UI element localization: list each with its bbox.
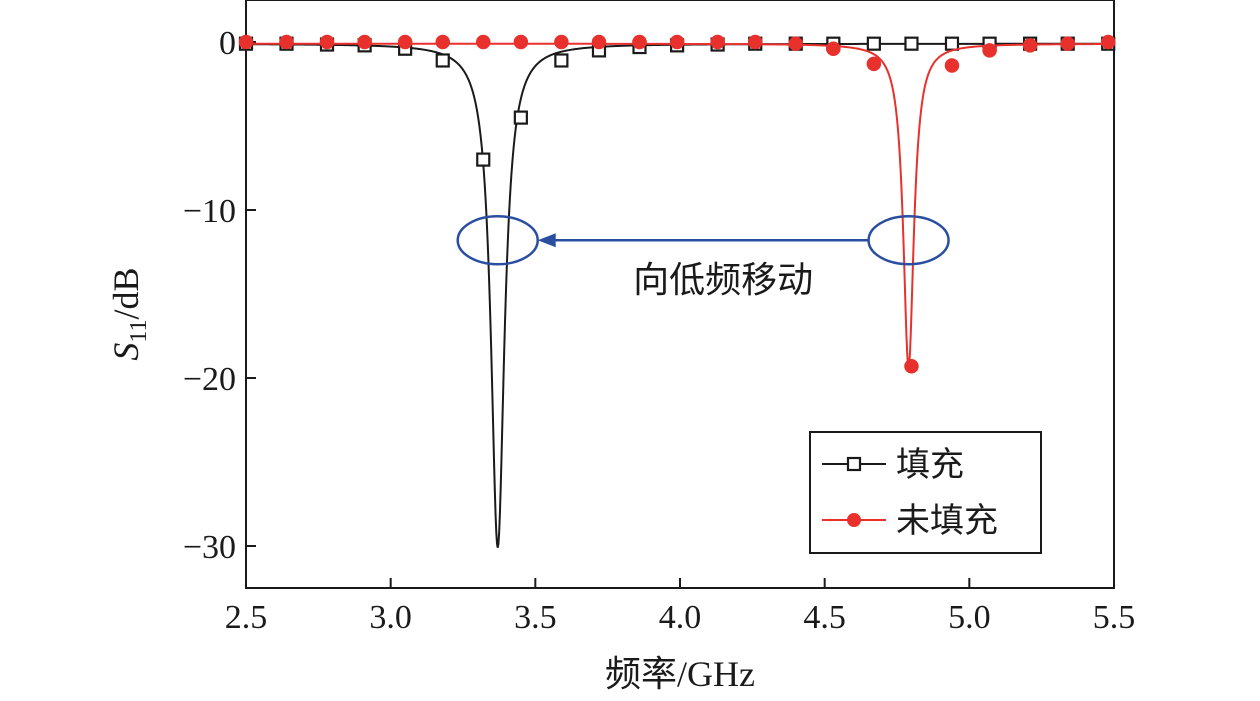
series-0-point-7 [513, 110, 528, 125]
legend-label-0: 填充 [896, 445, 964, 485]
x-tick-label-5: 5.0 [948, 599, 991, 636]
series-1-point-1 [279, 34, 294, 50]
x-axis-title: 频率/GHz [605, 654, 755, 694]
series-1-point-11 [669, 34, 685, 50]
series-1-point-19 [982, 43, 997, 58]
x-tick-label-3: 4.0 [659, 599, 702, 636]
series-layer [238, 34, 1116, 548]
x-tick-label-4: 4.5 [803, 599, 846, 636]
series-0-point-18 [944, 36, 960, 51]
annotation-ellipse-right [867, 214, 950, 266]
y-axis-title-rest: /dB [106, 267, 146, 319]
x-tick-label-0: 2.5 [225, 599, 268, 636]
series-1-point-3 [357, 34, 372, 50]
x-tick-label-6: 5.5 [1093, 599, 1136, 636]
series-1-point-20 [1022, 38, 1038, 53]
y-tick-label-3: −30 [183, 529, 236, 566]
series-0-point-5 [435, 53, 450, 68]
annotation-arrow-head [537, 233, 556, 248]
series-1-point-12 [710, 34, 725, 50]
x-tick-label-2: 3.5 [514, 599, 557, 636]
y-axis-title-sub: 11 [126, 319, 152, 342]
series-1-point-22 [1100, 34, 1116, 50]
series-1-point-5 [435, 34, 450, 50]
series-1-point-10 [632, 34, 647, 50]
x-axis: 2.5 3.0 3.5 4.0 4.5 5.0 5.5 [225, 578, 1136, 636]
series-1-point-14 [788, 36, 803, 51]
series-1-point-2 [319, 34, 335, 50]
y-tick-label-2: −20 [183, 361, 236, 398]
legend-label-1: 未填充 [896, 501, 998, 541]
annotation-layer: 向低频移动 [456, 214, 950, 301]
annotation-ellipse-left [456, 214, 539, 266]
y-axis-title: S11/dB [106, 267, 152, 360]
series-1-point-7 [513, 34, 529, 50]
series-1-point-9 [591, 34, 607, 50]
legend-marker-1 [847, 513, 861, 527]
x-tick-label-1: 3.0 [369, 599, 412, 636]
annotation-text: 向低频移动 [633, 260, 813, 301]
series-0-point-16 [866, 36, 881, 51]
series-1-point-18 [944, 58, 960, 73]
legend-marker-0 [846, 456, 862, 472]
series-1-point-16 [866, 56, 882, 72]
series-0-point-17 [904, 36, 919, 51]
series-1-point-17 [904, 358, 919, 374]
series-1-point-21 [1060, 36, 1075, 51]
series-1-point-4 [397, 34, 413, 50]
series-1-point-8 [554, 34, 569, 50]
y-axis-title-main: S [106, 343, 146, 361]
series-1-point-0 [238, 34, 254, 50]
series-1-point-15 [826, 41, 841, 56]
series-0-point-8 [554, 53, 569, 68]
y-tick-label-0: 0 [219, 25, 236, 62]
legend-box [809, 431, 1042, 554]
series-1-point-13 [747, 34, 763, 50]
series-1-point-6 [476, 34, 491, 50]
y-axis: 0 −10 −20 −30 [183, 25, 256, 566]
series-0-point-6 [476, 152, 491, 167]
y-tick-label-1: −10 [183, 193, 236, 230]
series-line-1 [246, 42, 1114, 369]
